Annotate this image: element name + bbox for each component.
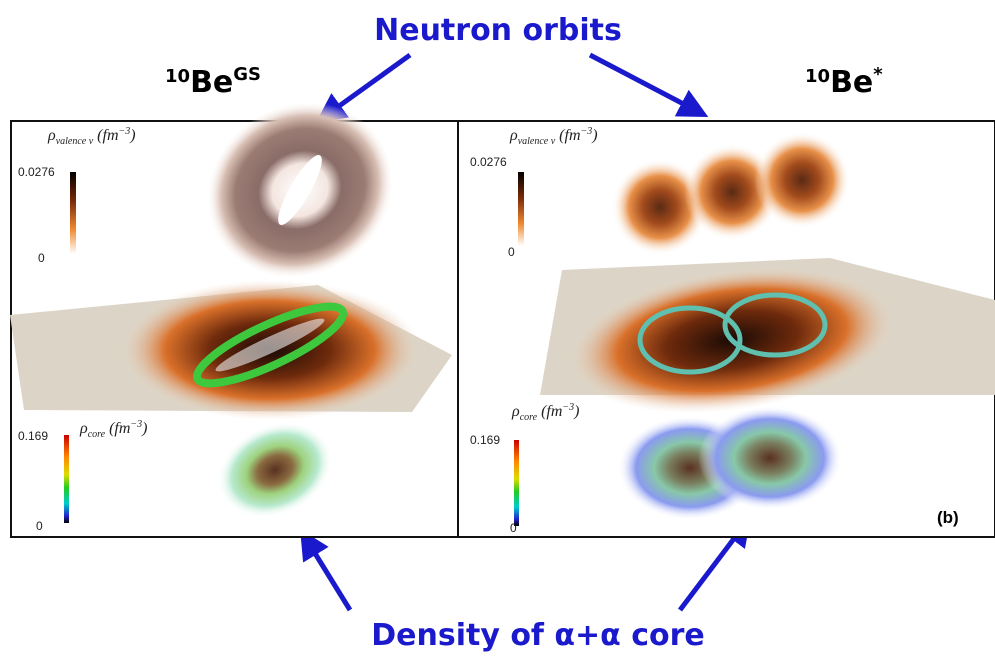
scale-min: 0 [36,519,43,533]
scale-max: 0.0276 [470,155,507,169]
scale-max: 0.169 [470,433,500,447]
figure: Neutron orbits 10BeGS 10Be* ρvalence ν(f… [0,0,995,658]
state-label: 10BeGS [165,64,261,100]
state-label: 10Be* [805,64,883,100]
scale-min: 0 [38,251,45,265]
scale-min: 0 [508,245,515,259]
caption: Density of α+α core [371,618,705,653]
scale-max: 0.169 [18,429,48,443]
title: Neutron orbits [374,13,622,48]
scale-max: 0.0276 [18,165,55,179]
panel-tag: (b) [937,508,959,527]
scale-min: 0 [510,521,517,535]
